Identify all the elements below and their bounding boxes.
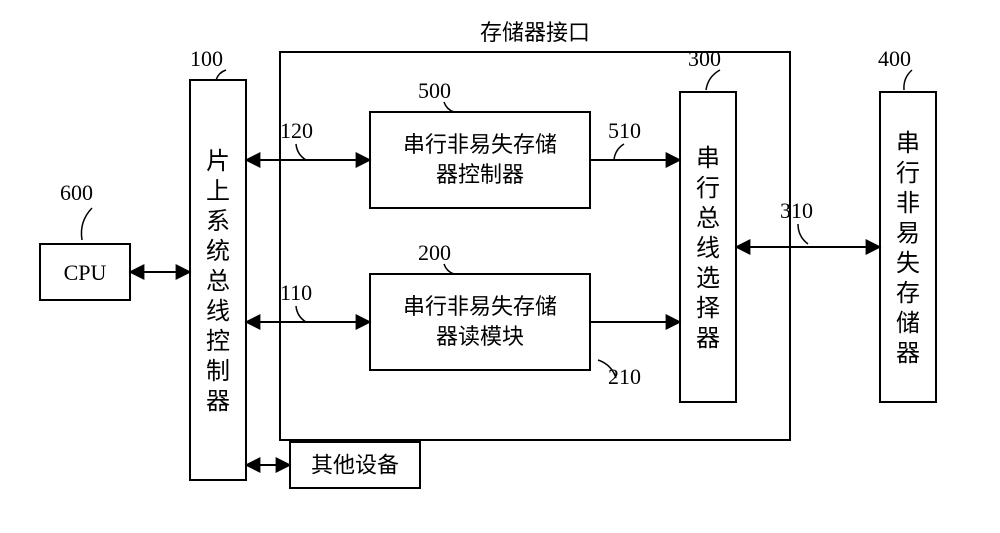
ref-number: 600 <box>60 180 93 205</box>
ref-number: 310 <box>780 198 813 223</box>
block-label: 行 <box>696 175 720 202</box>
diagram-canvas: 存储器接口 CPU片上系统总线控制器串行非易失存储器控制器串行非易失存储器读模块… <box>0 0 1000 533</box>
block-label: 器 <box>206 389 230 415</box>
block-label: 串行非易失存储 <box>403 294 557 319</box>
ref-number: 110 <box>280 280 312 305</box>
leader-l200 <box>444 264 454 274</box>
block-label: 总 <box>696 205 720 232</box>
leader-l110 <box>296 306 306 322</box>
leader-l100 <box>216 70 226 80</box>
block-nv_ctrl: 串行非易失存储器控制器 <box>370 112 590 208</box>
block-label: 择 <box>696 295 720 322</box>
ref-number: 120 <box>280 118 313 143</box>
block-bus_sel: 串行总线选择器 <box>680 92 736 402</box>
block-other: 其他设备 <box>290 442 420 488</box>
block-label: 器读模块 <box>436 324 524 349</box>
block-label: 线 <box>696 235 720 262</box>
block-label: 器 <box>896 341 920 367</box>
block-label: 器控制器 <box>436 162 524 187</box>
ref-number: 200 <box>418 240 451 265</box>
block-nv_mem: 串行非易失存储器 <box>880 92 936 402</box>
block-bus_ctrl: 片上系统总线控制器 <box>190 80 246 480</box>
container-title: 存储器接口 <box>480 20 590 45</box>
block-label: 串行非易失存储 <box>403 132 557 157</box>
leader-l120 <box>296 144 306 160</box>
block-label: 总 <box>206 268 230 295</box>
leader-l510 <box>614 144 624 160</box>
block-label: 统 <box>206 238 230 265</box>
block-label: 控 <box>206 328 230 355</box>
leader-l500 <box>444 102 454 112</box>
ref-number: 210 <box>608 364 641 389</box>
block-label: 片 <box>206 148 230 175</box>
ref-number: 300 <box>688 46 721 71</box>
block-label: 器 <box>696 326 720 352</box>
block-label: 选 <box>696 265 720 292</box>
ref-number: 400 <box>878 46 911 71</box>
block-label: 存 <box>896 280 920 307</box>
block-label: 非 <box>896 190 920 217</box>
block-nv_read: 串行非易失存储器读模块 <box>370 274 590 370</box>
block-label: 系 <box>206 208 230 235</box>
block-label: 制 <box>206 358 230 385</box>
ref-number: 510 <box>608 118 641 143</box>
leader-l310 <box>798 224 808 244</box>
block-label: CPU <box>64 260 107 285</box>
block-cpu: CPU <box>40 244 130 300</box>
ref-number: 100 <box>190 46 223 71</box>
block-label: 易 <box>896 221 920 247</box>
block-label: 串 <box>696 145 720 172</box>
leader-l300 <box>706 70 720 90</box>
leader-l600 <box>81 208 92 240</box>
block-label: 串 <box>896 130 920 157</box>
block-label: 上 <box>206 178 230 205</box>
block-label: 储 <box>896 310 920 337</box>
block-label: 其他设备 <box>311 452 399 477</box>
ref-number: 500 <box>418 78 451 103</box>
leader-l400 <box>904 70 912 90</box>
block-label: 失 <box>896 250 920 277</box>
block-label: 线 <box>206 298 230 325</box>
block-label: 行 <box>896 160 920 187</box>
